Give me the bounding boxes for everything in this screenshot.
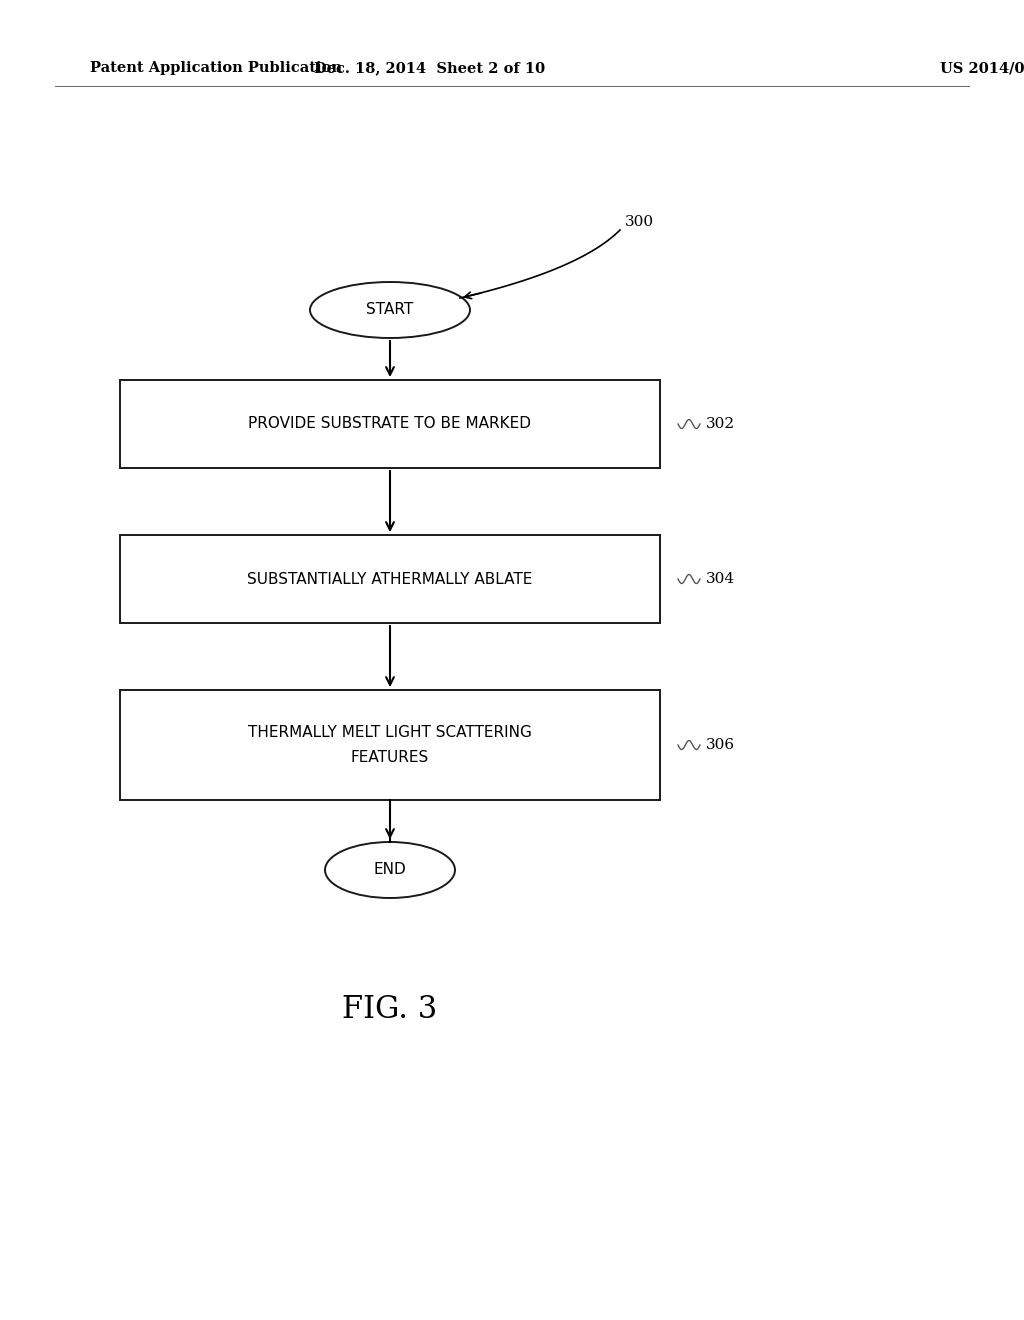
Text: 306: 306 — [706, 738, 735, 752]
FancyBboxPatch shape — [120, 690, 660, 800]
Text: 304: 304 — [706, 572, 735, 586]
Text: Patent Application Publication: Patent Application Publication — [90, 61, 342, 75]
Ellipse shape — [325, 842, 455, 898]
Text: Dec. 18, 2014  Sheet 2 of 10: Dec. 18, 2014 Sheet 2 of 10 — [314, 61, 546, 75]
Text: START: START — [367, 302, 414, 318]
FancyBboxPatch shape — [120, 535, 660, 623]
Text: 302: 302 — [706, 417, 735, 432]
Text: PROVIDE SUBSTRATE TO BE MARKED: PROVIDE SUBSTRATE TO BE MARKED — [249, 417, 531, 432]
Ellipse shape — [310, 282, 470, 338]
FancyBboxPatch shape — [120, 380, 660, 469]
Text: US 2014/0370325 A1: US 2014/0370325 A1 — [940, 61, 1024, 75]
Text: END: END — [374, 862, 407, 878]
Text: FIG. 3: FIG. 3 — [342, 994, 437, 1026]
Text: THERMALLY MELT LIGHT SCATTERING
FEATURES: THERMALLY MELT LIGHT SCATTERING FEATURES — [248, 725, 531, 764]
Text: 300: 300 — [625, 215, 654, 228]
Text: SUBSTANTIALLY ATHERMALLY ABLATE: SUBSTANTIALLY ATHERMALLY ABLATE — [248, 572, 532, 586]
